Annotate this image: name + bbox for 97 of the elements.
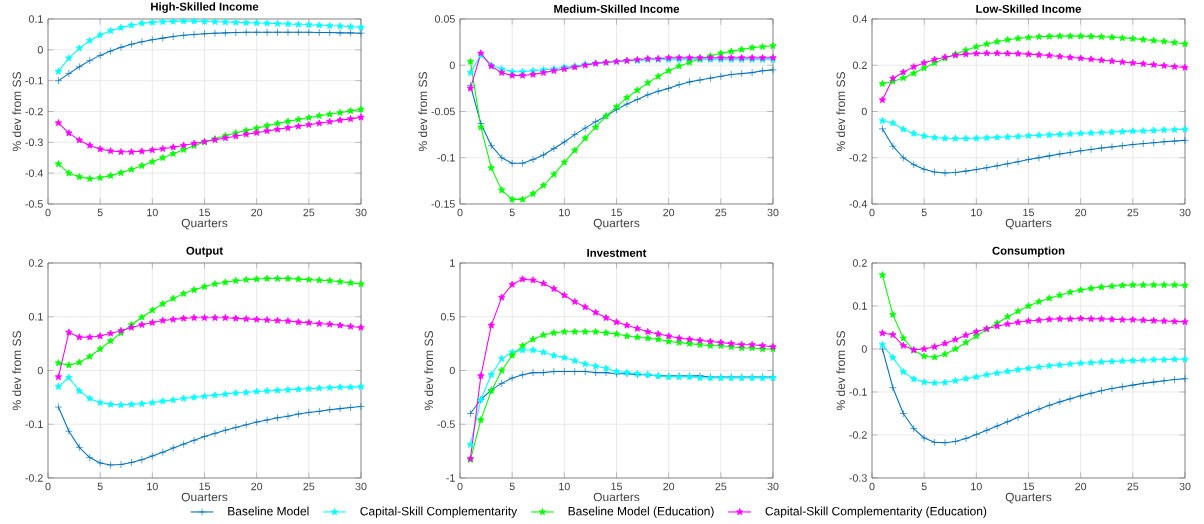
y-tick-label: -0.1	[25, 76, 43, 85]
x-axis-title: Quarters	[593, 492, 640, 504]
y-axis-title: % dev from SS	[12, 72, 22, 152]
y-axis-title: % dev from SS	[836, 72, 846, 152]
y-tick-label: -0.4	[25, 169, 43, 177]
x-tick-label: 10	[559, 208, 570, 217]
x-tick-label: 30	[1179, 482, 1191, 491]
x-tick-label: 30	[1179, 208, 1191, 217]
y-tick-label: -0.2	[849, 431, 867, 439]
legend-label: Baseline Model	[228, 506, 309, 516]
x-tick-label: 30	[355, 208, 367, 217]
x-tick-label: 5	[509, 208, 515, 217]
y-tick-label: 0.1	[852, 302, 867, 310]
x-tick-label: 15	[611, 208, 622, 217]
chart-title: Low-Skilled Income	[976, 4, 1082, 13]
x-tick-label: 20	[663, 482, 675, 491]
chart-title: Investment	[587, 249, 647, 257]
chart-title: Medium-Skilled Income	[554, 4, 680, 13]
x-tick-label: 25	[715, 482, 727, 491]
x-axis-title: Quarters	[181, 218, 228, 230]
x-axis-title: Quarters	[181, 492, 228, 504]
x-axis-title: Quarters	[1005, 218, 1052, 230]
x-tick-label: 20	[1075, 482, 1087, 491]
y-tick-label: -0.1	[25, 420, 43, 429]
y-tick-label: 0.1	[28, 15, 43, 23]
x-tick-label: 20	[1075, 208, 1087, 217]
x-tick-label: 30	[355, 482, 367, 491]
y-tick-label: -0.2	[25, 107, 43, 116]
x-tick-label: 10	[971, 208, 982, 217]
x-tick-label: 20	[251, 208, 263, 217]
x-tick-label: 30	[767, 208, 779, 217]
x-tick-label: 0	[45, 482, 51, 491]
chart-title: Consumption	[992, 246, 1065, 257]
x-tick-label: 10	[971, 482, 982, 491]
x-tick-label: 0	[869, 482, 875, 491]
y-tick-label: 1	[450, 259, 455, 267]
x-tick-label: 20	[663, 208, 675, 217]
y-tick-label: -1	[446, 474, 455, 482]
x-tick-label: 20	[251, 482, 263, 491]
y-axis-title: % dev from SS	[418, 72, 428, 152]
x-tick-label: 15	[199, 482, 210, 491]
legend-label: Capital-Skill Complementarity	[360, 506, 518, 518]
y-tick-label: 0	[37, 366, 43, 375]
y-tick-label: 0.5	[440, 312, 455, 321]
y-tick-label: -0.3	[25, 138, 43, 147]
y-tick-label: -0.4	[849, 200, 867, 208]
x-tick-label: 5	[921, 208, 927, 217]
y-tick-label: 0.2	[28, 259, 43, 267]
y-tick-label: -0.1	[437, 153, 455, 162]
y-tick-label: 0	[449, 61, 455, 70]
y-tick-label: 0.2	[852, 259, 867, 267]
y-tick-label: 0.1	[28, 312, 43, 321]
x-tick-label: 0	[869, 208, 875, 217]
x-axis-title: Quarters	[593, 218, 640, 230]
y-tick-label: 0.2	[852, 61, 867, 70]
y-tick-label: -0.3	[849, 474, 867, 482]
y-axis-title: % dev from SS	[12, 331, 22, 411]
y-tick-label: 0	[449, 366, 455, 375]
x-tick-label: 5	[97, 482, 103, 491]
x-tick-label: 0	[45, 208, 51, 217]
legend-label: Capital-Skill Complementarity (Education)	[765, 506, 987, 518]
x-tick-label: 25	[1127, 482, 1139, 491]
x-tick-label: 25	[303, 208, 315, 217]
y-tick-label: -0.1	[849, 388, 867, 396]
y-tick-label: -0.05	[431, 107, 455, 116]
x-tick-label: 10	[147, 482, 158, 491]
x-tick-label: 25	[1127, 208, 1139, 217]
y-axis-title: % dev from SS	[836, 331, 846, 411]
y-tick-label: -0.15	[431, 200, 455, 208]
y-tick-label: 0	[861, 107, 867, 116]
chart-title: Output	[186, 246, 223, 257]
x-tick-label: 15	[1023, 482, 1034, 491]
y-tick-label: -0.2	[849, 153, 867, 162]
x-tick-label: 15	[1023, 208, 1034, 217]
y-axis-title: % dev from SS	[424, 331, 434, 411]
x-tick-label: 5	[97, 208, 103, 217]
legend-label: Baseline Model (Education)	[568, 506, 714, 518]
y-tick-label: -0.2	[25, 474, 43, 482]
y-tick-label: 0.4	[852, 15, 867, 23]
y-tick-label: 0.05	[434, 15, 455, 23]
y-tick-label: 0	[37, 46, 43, 54]
x-tick-label: 10	[147, 208, 158, 217]
chart-title: High-Skilled Income	[151, 2, 259, 13]
x-tick-label: 25	[715, 208, 727, 217]
y-tick-label: -0.5	[437, 420, 455, 429]
x-tick-label: 10	[559, 482, 570, 491]
x-tick-label: 30	[767, 482, 779, 491]
y-tick-label: -0.5	[25, 200, 43, 208]
x-tick-label: 0	[457, 208, 463, 217]
x-tick-label: 15	[199, 208, 210, 217]
x-axis-title: Quarters	[1005, 492, 1052, 504]
x-tick-label: 5	[509, 482, 515, 491]
x-tick-label: 5	[921, 482, 927, 491]
x-tick-label: 0	[457, 482, 463, 491]
x-tick-label: 15	[611, 482, 622, 491]
y-tick-label: 0	[861, 345, 867, 353]
x-tick-label: 25	[303, 482, 315, 491]
